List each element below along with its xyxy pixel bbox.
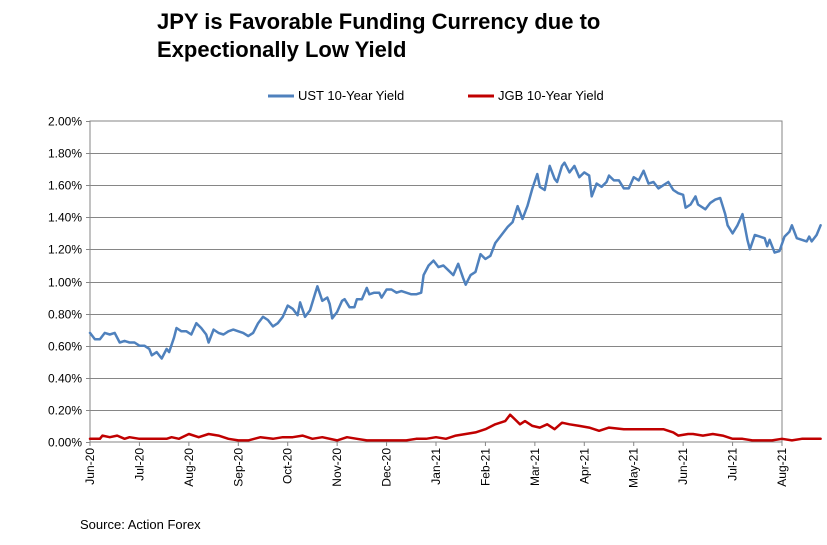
x-tick-label: Jun-20: [83, 448, 97, 485]
x-tick-label: Apr-21: [577, 448, 591, 484]
legend-label-ust-10y: UST 10-Year Yield: [298, 88, 404, 103]
series-line-ust-10y: [88, 161, 822, 360]
source-note: Source: Action Forex: [80, 517, 201, 532]
x-tick-label: May-21: [627, 448, 641, 488]
x-tick-label: Dec-20: [380, 448, 394, 487]
y-tick-label: 1.40%: [48, 211, 82, 225]
grid-layer: [89, 120, 783, 443]
legend: UST 10-Year Yield JGB 10-Year Yield: [268, 88, 604, 103]
y-tick-label: 0.80%: [48, 308, 82, 322]
x-tick-label: Jul-20: [132, 448, 146, 481]
x-tick-label: Jan-21: [429, 448, 443, 485]
chart-title-line-2: Expectionally Low Yield: [157, 37, 407, 62]
x-tick-label: Jul-21: [726, 448, 740, 481]
plot-area: [89, 120, 783, 443]
x-tick-label: Nov-20: [330, 448, 344, 487]
series-layer: [88, 161, 822, 442]
y-tick-label: 0.00%: [48, 436, 82, 450]
x-tick-label: Jun-21: [676, 448, 690, 485]
x-tick-label: Oct-20: [281, 448, 295, 484]
y-tick-label: 0.40%: [48, 372, 82, 386]
chart-title-line-1: JPY is Favorable Funding Currency due to: [157, 9, 601, 34]
y-tick-label: 1.80%: [48, 147, 82, 161]
x-tick-label: Mar-21: [528, 448, 542, 486]
x-tick-label: Sep-20: [231, 448, 245, 487]
y-tick-label: 1.20%: [48, 243, 82, 257]
y-tick-label: 1.00%: [48, 276, 82, 290]
x-tick-label: Aug-21: [775, 448, 789, 487]
x-tick-label: Feb-21: [478, 448, 492, 486]
legend-label-jgb-10y: JGB 10-Year Yield: [498, 88, 604, 103]
axis-layer: 0.00% 0.20% 0.40% 0.60% 0.80% 1.00% 1.20% 1.40%…: [48, 115, 789, 489]
y-tick-label: 0.60%: [48, 340, 82, 354]
chart-title: JPY is Favorable Funding Currency due to…: [157, 8, 757, 64]
y-tick-label: 0.20%: [48, 404, 82, 418]
series-line-jgb-10y: [88, 413, 822, 442]
y-tick-label: 1.60%: [48, 179, 82, 193]
x-tick-label: Aug-20: [182, 448, 196, 487]
y-tick-label: 2.00%: [48, 115, 82, 129]
